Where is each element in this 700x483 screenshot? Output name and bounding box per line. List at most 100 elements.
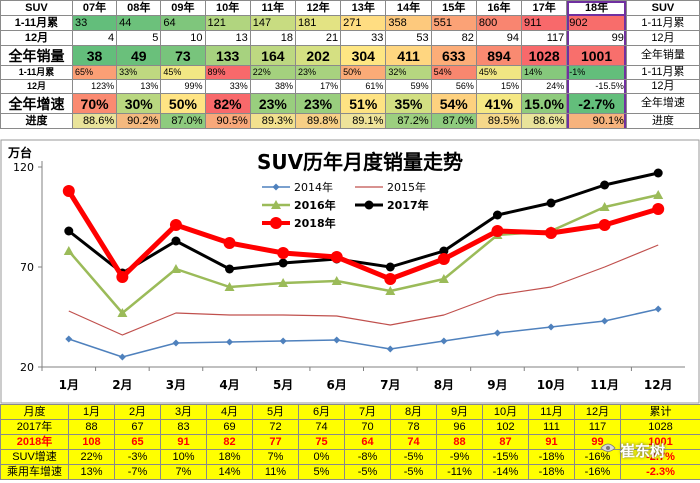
summary-row-label: 全年增速 <box>0 93 73 114</box>
summary-cell: 13 <box>204 30 251 46</box>
summary-row-label: 全年销量 <box>0 45 73 66</box>
summary-cell: -15.5% <box>566 79 627 94</box>
summary-header-year: 13年 <box>340 0 387 16</box>
monthly-cell: 88 <box>68 419 115 435</box>
x-tick-label: 4月 <box>219 378 239 392</box>
summary-header-year: 12年 <box>294 0 342 16</box>
summary-cell: 894 <box>475 45 523 66</box>
monthly-header-cell: 月度 <box>0 404 69 420</box>
data-point-2014年 <box>118 353 126 361</box>
monthly-cell: -2.7% <box>620 449 700 465</box>
summary-header-year: 14年 <box>385 0 432 16</box>
summary-row-label-right: 全年销量 <box>625 45 700 66</box>
monthly-cell: 22% <box>68 449 115 465</box>
summary-cell: 271 <box>340 15 387 31</box>
monthly-cell: 91 <box>160 434 207 450</box>
monthly-cell: -15% <box>482 449 529 465</box>
summary-cell: 21 <box>294 30 342 46</box>
summary-cell: 73 <box>160 45 206 66</box>
summary-cell: 56% <box>430 79 477 94</box>
monthly-cell: 87 <box>482 434 529 450</box>
legend-label: 2014年 <box>294 180 333 194</box>
monthly-row-2018: 2018年 108 65 91 82 77 75 64 74 88 87 91 99 1001 <box>0 434 700 450</box>
summary-cell: 94 <box>475 30 523 46</box>
legend-item: 2018年 <box>262 216 336 230</box>
summary-row-label: 1-11月累 <box>0 15 73 31</box>
summary-cell: 82 <box>430 30 477 46</box>
legend-label: 2018年 <box>294 216 336 230</box>
summary-row-cum_1_11: 1-11月累 33 44 64 121 147 181 271 358 551 800 911 902 1… <box>0 15 700 31</box>
monthly-cell: 108 <box>68 434 115 450</box>
monthly-cell: 72 <box>252 419 299 435</box>
watermark-text: 崔东树 <box>620 443 666 460</box>
summary-cell: 15% <box>475 79 523 94</box>
series-line-2015年 <box>68 244 659 336</box>
summary-cell: 5 <box>116 30 162 46</box>
data-point-2017年 <box>225 264 235 274</box>
data-point-2017年 <box>600 180 610 190</box>
monthly-cell: 102 <box>482 419 529 435</box>
summary-cell: 90.5% <box>204 113 251 129</box>
y-tick-label: 70 <box>20 261 34 274</box>
monthly-cell: -2.3% <box>620 464 700 480</box>
data-point-2017年 <box>492 210 502 220</box>
data-point-2014年 <box>601 317 609 325</box>
summary-cell: 49 <box>116 45 162 66</box>
series-2014年 <box>65 305 662 361</box>
summary-cell: 54% <box>430 65 477 80</box>
data-point-2014年 <box>333 336 341 344</box>
monthly-cell: -14% <box>482 464 529 480</box>
monthly-cell: 18% <box>206 449 253 465</box>
summary-cell: 411 <box>385 45 432 66</box>
summary-row-progress: 进度 88.6% 90.2% 87.0% 90.5% 89.3% 89.8% 89.1% 87.… <box>0 113 700 129</box>
legend-item: 2015年 <box>355 180 426 194</box>
data-point-2018年 <box>330 251 343 263</box>
monthly-header-cell: 4月 <box>206 404 253 420</box>
summary-cell: 18 <box>249 30 296 46</box>
monthly-cell: 65 <box>114 434 161 450</box>
monthly-header-cell: 累计 <box>620 404 700 420</box>
monthly-cell: 1001 <box>620 434 700 450</box>
data-point-2016年 <box>331 276 342 285</box>
data-point-2014年 <box>547 323 555 331</box>
summary-cell: 45% <box>160 65 206 80</box>
summary-cell: 15.0% <box>521 93 568 114</box>
summary-cell: 89.5% <box>475 113 523 129</box>
monthly-cell: 74 <box>390 434 437 450</box>
data-point-2018年 <box>277 247 290 259</box>
summary-row-cum_growth: 1-11月累 65% 33% 45% 89% 22% 23% 50% 32% 54% 45% 14% -… <box>0 65 700 80</box>
data-point-2017年 <box>364 200 374 210</box>
series-line-2016年 <box>67 193 659 315</box>
data-point-2016年 <box>224 282 235 291</box>
summary-cell: 117 <box>521 30 568 46</box>
y-tick-label: 120 <box>13 161 34 174</box>
data-point-2016年 <box>117 308 128 317</box>
summary-cell: 123% <box>71 79 118 94</box>
monthly-cell: 64 <box>344 434 391 450</box>
summary-cell: 41% <box>475 93 523 114</box>
legend-label: 2017年 <box>387 198 429 212</box>
monthly-cell: -5% <box>344 464 391 480</box>
monthly-cell: 11% <box>252 464 299 480</box>
summary-cell: 45% <box>475 65 523 80</box>
summary-cell: 32% <box>385 65 432 80</box>
data-point-2016年 <box>385 286 396 295</box>
summary-cell: 38% <box>249 79 296 94</box>
series-line-2017年 <box>67 171 659 275</box>
summary-cell: 22% <box>249 65 296 80</box>
monthly-cell: -11% <box>436 464 483 480</box>
chart-frame <box>0 139 700 404</box>
summary-cell: 89.3% <box>249 113 296 129</box>
summary-row-dec: 12月 4 5 10 13 18 21 33 53 82 94 117 99 12月 <box>0 30 700 46</box>
summary-cell: 30% <box>116 93 162 114</box>
monthly-header-cell: 10月 <box>482 404 529 420</box>
data-point-2018年 <box>491 225 504 237</box>
data-point-2014年 <box>172 339 180 347</box>
data-point-2014年 <box>493 329 501 337</box>
summary-cell: 13% <box>116 79 162 94</box>
y-axis-label: 万台 <box>7 145 32 160</box>
monthly-header-cell: 2月 <box>114 404 161 420</box>
summary-cell: 902 <box>566 15 627 31</box>
monthly-header-cell: 1月 <box>68 404 115 420</box>
series-2015年 <box>68 244 659 336</box>
